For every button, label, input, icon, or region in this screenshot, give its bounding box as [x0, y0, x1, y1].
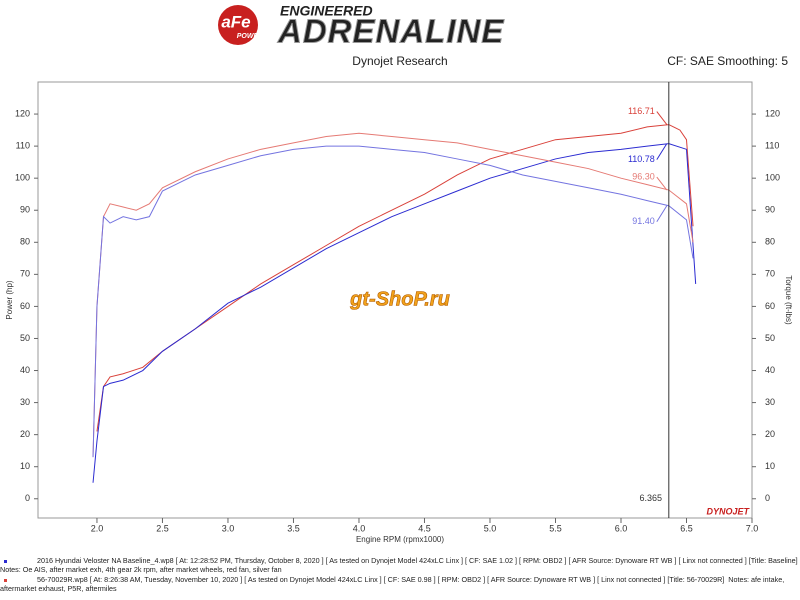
brand-badge	[218, 5, 258, 45]
x-tick-label: 5.0	[484, 523, 497, 533]
readout-label: 96.30	[632, 171, 655, 181]
y2-tick-label: 110	[765, 140, 779, 150]
tagline: ENGINEERED	[280, 3, 373, 19]
y-tick-label: 60	[20, 301, 30, 311]
y-tick-label: 10	[20, 461, 30, 471]
run-marker	[4, 559, 7, 563]
brand-title: ADRENALINE	[277, 13, 504, 50]
readout-pointer	[656, 176, 668, 191]
y2-axis-label: Torque (ft-lbs)	[784, 275, 793, 325]
x-tick-label: 7.0	[746, 523, 759, 533]
watermark: gt-ShoP.ru	[349, 288, 450, 310]
brand: aFe	[221, 12, 250, 31]
y2-tick-label: 50	[765, 333, 775, 343]
y-tick-label: 50	[20, 333, 30, 343]
x-tick-label: 3.5	[287, 523, 300, 533]
y-axis-label: Power (hp)	[5, 280, 14, 319]
y2-tick-label: 120	[765, 108, 780, 118]
series-line	[92, 145, 694, 458]
series-line	[96, 124, 694, 432]
y-tick-label: 120	[15, 108, 30, 118]
y2-tick-label: 100	[765, 173, 780, 183]
plot-area	[37, 81, 753, 519]
brand-sub: POWER	[237, 33, 263, 40]
run-marker	[4, 578, 7, 582]
run-note: 56-70029R.wp8 [ At: 8:26:38 AM, Tuesday,…	[0, 575, 800, 593]
run-text: 56-70029R.wp8 [ At: 8:26:38 AM, Tuesday,…	[0, 575, 787, 593]
run-text: 2016 Hyundai Veloster NA Baseline_4.wp8 …	[0, 556, 798, 574]
y2-tick-label: 0	[765, 493, 770, 503]
x-tick-label: 6.0	[615, 523, 628, 533]
readout-pointer	[656, 205, 668, 223]
corner-note: CF: SAE Smoothing: 5	[667, 54, 788, 68]
y2-tick-label: 30	[765, 397, 775, 407]
readout-label: 91.40	[632, 216, 655, 226]
x-tick-label: 2.0	[91, 523, 104, 533]
readout-pointer	[656, 111, 668, 125]
y-tick-label: 110	[16, 140, 30, 150]
y-tick-label: 70	[20, 269, 30, 279]
x-tick-label: 3.0	[222, 523, 235, 533]
y-tick-label: 80	[20, 237, 30, 247]
series-line	[92, 132, 694, 458]
y2-tick-label: 80	[765, 237, 775, 247]
y-tick-label: 40	[20, 365, 30, 375]
y2-tick-label: 10	[765, 461, 775, 471]
cursor-label: 6.365	[640, 493, 663, 503]
x-tick-label: 5.5	[549, 523, 562, 533]
y2-tick-label: 40	[765, 365, 775, 375]
y-tick-label: 0	[25, 493, 30, 503]
y2-tick-label: 70	[765, 269, 775, 279]
readout-label: 116.71	[628, 106, 655, 116]
subtitle: Dynojet Research	[352, 54, 447, 68]
y2-tick-label: 90	[765, 205, 775, 215]
x-tick-label: 6.5	[680, 523, 693, 533]
y-tick-label: 90	[20, 205, 30, 215]
x-tick-label: 4.0	[353, 523, 366, 533]
y-tick-label: 20	[20, 429, 30, 439]
readout-label: 110.78	[628, 154, 655, 164]
x-tick-label: 4.5	[418, 523, 431, 533]
series-line	[92, 143, 697, 483]
x-axis-label: Engine RPM (rpmx1000)	[356, 535, 444, 544]
x-tick-label: 2.5	[156, 523, 169, 533]
y-tick-label: 30	[20, 397, 30, 407]
y-tick-label: 100	[15, 173, 30, 183]
readout-pointer	[656, 143, 668, 160]
maker-logo: DYNOJET	[706, 506, 750, 516]
chart: aFe POWER ENGINEERED ADRENALINE Dynojet …	[5, 3, 793, 544]
run-note: 2016 Hyundai Veloster NA Baseline_4.wp8 …	[0, 556, 800, 574]
y2-tick-label: 60	[765, 301, 775, 311]
y2-tick-label: 20	[765, 429, 775, 439]
